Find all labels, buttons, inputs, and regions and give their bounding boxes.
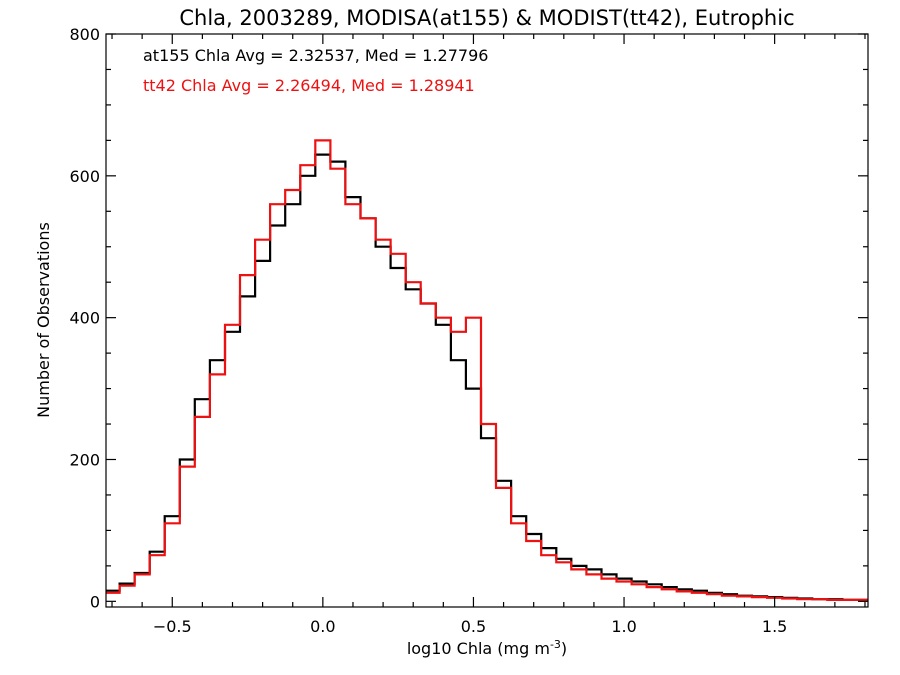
y-tick-label: 200	[69, 450, 100, 469]
x-tick-label: 1.5	[762, 617, 787, 636]
x-tick-label: 0.0	[310, 617, 335, 636]
y-tick-label: 600	[69, 167, 100, 186]
stats-annotation-1: at155 Chla Avg = 2.32537, Med = 1.27796	[143, 46, 488, 65]
series-1-line	[106, 153, 868, 601]
x-tick-label: 1.0	[611, 617, 636, 636]
y-tick-label: 800	[69, 25, 100, 44]
x-axis-label-main: log10 Chla (mg m	[407, 639, 550, 658]
x-axis-label: log10 Chla (mg m-3)	[407, 638, 567, 658]
annotations-layer: at155 Chla Avg = 2.32537, Med = 1.27796 t…	[143, 46, 488, 95]
x-axis-label-close: )	[561, 639, 567, 658]
plot-frame	[105, 33, 869, 608]
series-layer	[106, 139, 868, 601]
y-axis-label: Number of Observations	[34, 222, 53, 418]
x-axis-label-superscript: -3	[550, 638, 561, 651]
y-tick-label: 0	[90, 592, 100, 611]
y-tick-label: 400	[69, 309, 100, 328]
x-tick-label: −0.5	[153, 617, 192, 636]
chart-title: Chla, 2003289, MODISA(at155) & MODIST(tt…	[179, 6, 794, 30]
series-2-line	[106, 139, 868, 601]
plot-area: −0.5 0.0 0.5 1.0 1.5 0 200 400 600 800	[69, 25, 869, 636]
stats-annotation-2: tt42 Chla Avg = 2.26494, Med = 1.28941	[143, 76, 475, 95]
x-tick-label: 0.5	[461, 617, 486, 636]
ticks-layer: −0.5 0.0 0.5 1.0 1.5 0 200 400 600 800	[69, 25, 868, 636]
